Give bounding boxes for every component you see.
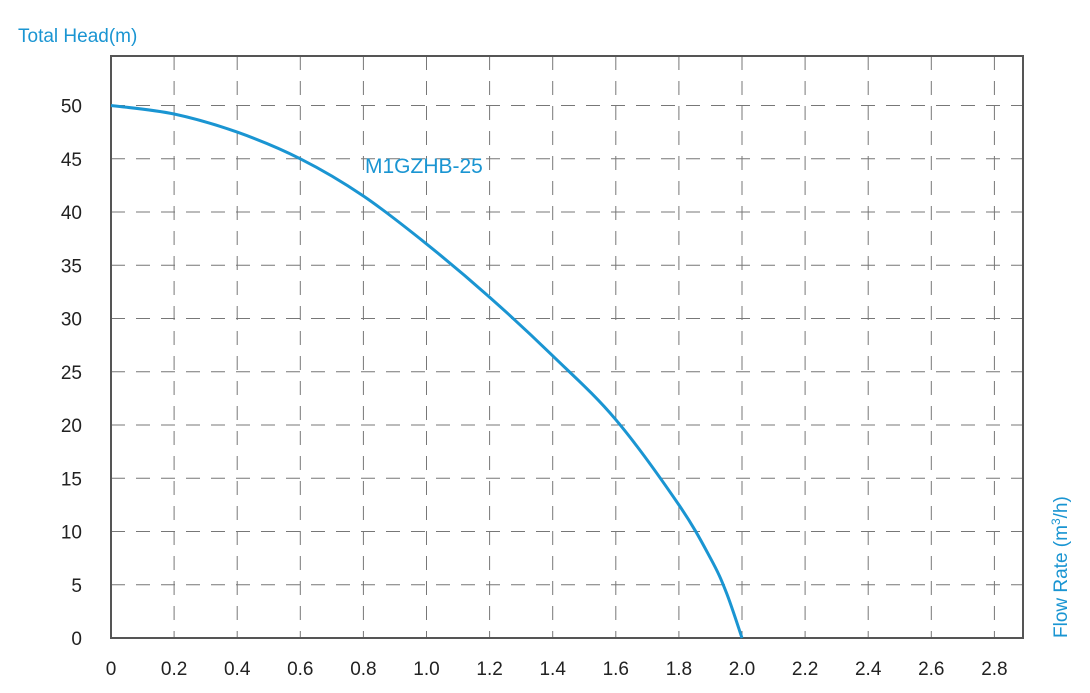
x-tick-label-3: 0.6 (287, 659, 313, 680)
x-tick-label-2: 0.4 (224, 659, 251, 680)
x-axis-title-main: Flow Rate (m (1051, 525, 1072, 638)
y-tick-label-6: 30 (61, 310, 82, 331)
x-tick-label-12: 2.4 (855, 659, 882, 680)
y-tick-label-9: 45 (61, 150, 82, 171)
x-tick-label-6: 1.2 (476, 659, 502, 680)
x-tick-label-14: 2.8 (981, 659, 1007, 680)
y-tick-label-10: 50 (61, 97, 82, 118)
x-tick-label-9: 1.8 (666, 659, 692, 680)
x-axis-title: Flow Rate (m3/h) (1049, 496, 1072, 638)
y-tick-label-4: 20 (61, 416, 82, 437)
y-tick-label-0: 0 (71, 629, 82, 650)
y-tick-label-1: 5 (71, 576, 82, 597)
x-tick-label-1: 0.2 (161, 659, 187, 680)
x-axis-title-end: /h) (1051, 496, 1072, 518)
x-tick-label-7: 1.4 (539, 659, 566, 680)
y-tick-label-8: 40 (61, 203, 82, 224)
x-tick-label-5: 1.0 (413, 659, 439, 680)
x-axis-title-sup: 3 (1049, 518, 1063, 525)
y-tick-label-2: 10 (61, 523, 82, 544)
y-tick-label-7: 35 (61, 256, 82, 277)
series-line-m1gzhb-25 (110, 104, 744, 639)
x-tick-label-0: 0 (106, 659, 117, 680)
x-tick-label-4: 0.8 (350, 659, 376, 680)
x-tick-label-10: 2.0 (729, 659, 755, 680)
x-tick-label-8: 1.6 (603, 659, 629, 680)
y-tick-label-5: 25 (61, 363, 82, 384)
x-tick-labels: 0 0.2 0.4 0.6 0.8 1.0 1.2 1.4 1.6 1.8 2.0 2.2 2.4 2.6… (106, 659, 1008, 680)
x-tick-label-11: 2.2 (792, 659, 818, 680)
y-tick-labels: 0 5 10 15 20 25 30 35 40 45 50 (61, 97, 82, 651)
x-tick-label-13: 2.6 (918, 659, 944, 680)
series-label: M1GZHB-25 (365, 155, 483, 178)
y-axis-title: Total Head(m) (18, 26, 137, 47)
plot-frame (110, 55, 1024, 639)
y-tick-label-3: 15 (61, 469, 82, 490)
grid-lines (111, 56, 1023, 638)
